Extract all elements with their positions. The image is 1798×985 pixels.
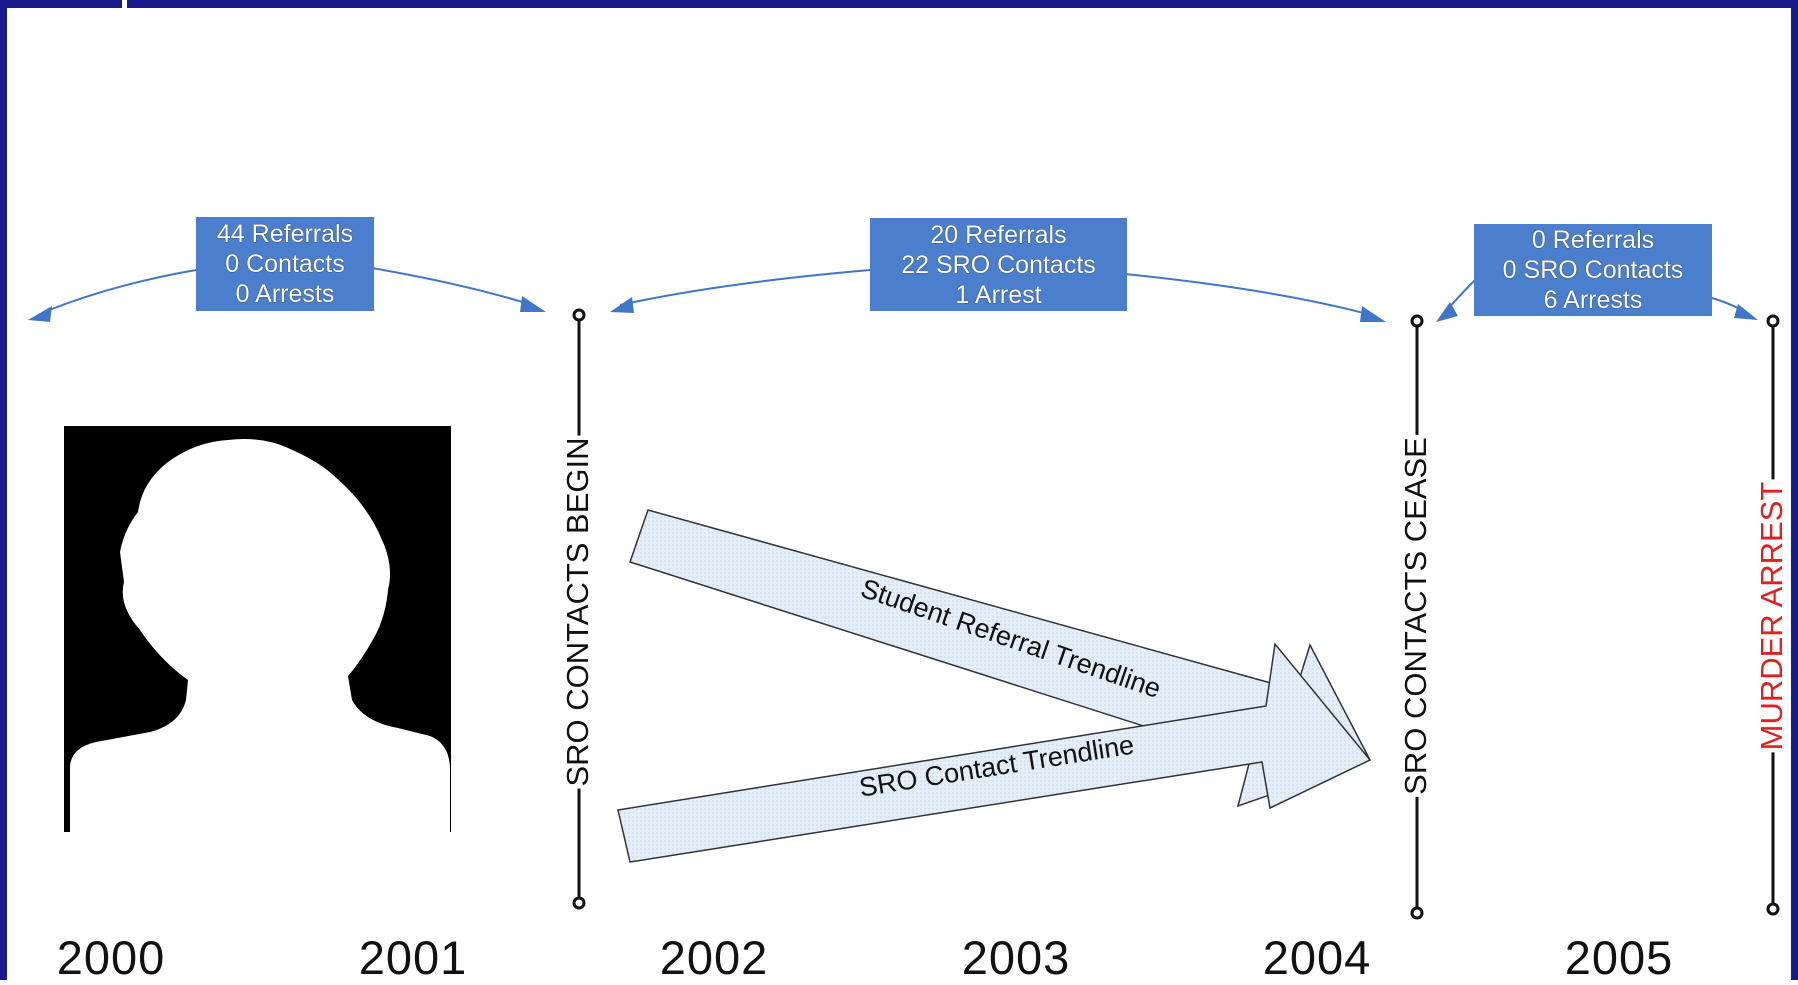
period-referrals: 44 Referrals — [216, 220, 354, 248]
year-label-2001: 2001 — [358, 931, 468, 984]
arrowhead-right-1 — [520, 296, 546, 312]
period-box-2000-2001: 44 Referrals 0 Contacts 0 Arrests — [196, 217, 374, 311]
year-label-2005: 2005 — [1564, 931, 1674, 984]
person-silhouette-icon — [64, 426, 451, 832]
slide-frame-left — [0, 0, 7, 980]
slide-frame-top — [0, 0, 1798, 8]
period-box-2002-2004: 20 Referrals 22 SRO Contacts 1 Arrest — [870, 218, 1127, 311]
period-2-left-curve — [619, 269, 871, 306]
milestone-contacts-begin-label: SRO CONTACTS BEGIN — [560, 435, 596, 789]
year-label-2004: 2004 — [1262, 931, 1372, 984]
period-arrests: 6 Arrests — [1543, 286, 1643, 314]
year-label-2000: 2000 — [56, 931, 166, 984]
period-contacts: 0 SRO Contacts — [1502, 256, 1684, 284]
period-contacts: 22 SRO Contacts — [901, 250, 1096, 279]
milestone-endpoints — [572, 308, 1780, 920]
sro-contact-trendline-arrow — [617, 642, 1372, 863]
milestone-murder-arrest-label: MURDER ARREST — [1754, 479, 1790, 753]
period-2-right-curve — [1124, 273, 1376, 317]
period-arrows — [41, 267, 1749, 317]
period-box-2004-2005: 0 Referrals 0 SRO Contacts 6 Arrests — [1474, 224, 1712, 316]
slide-frame-notch — [122, 0, 127, 14]
period-1-right-curve — [371, 267, 536, 307]
year-label-2002: 2002 — [659, 931, 769, 984]
period-arrests: 1 Arrest — [955, 280, 1042, 309]
arrowhead-right-2 — [1360, 306, 1386, 322]
arrowhead-left-3 — [1436, 302, 1458, 322]
arrowhead-right-3 — [1734, 304, 1758, 320]
period-referrals: 20 Referrals — [930, 220, 1067, 249]
slide-frame-right — [1791, 0, 1798, 980]
period-contacts: 0 Contacts — [225, 250, 345, 278]
period-referrals: 0 Referrals — [1531, 226, 1655, 254]
milestone-contacts-cease-label: SRO CONTACTS CEASE — [1398, 435, 1434, 797]
year-label-2003: 2003 — [961, 931, 1071, 984]
arrowhead-left-1 — [28, 306, 52, 322]
period-1-left-curve — [41, 269, 197, 314]
arrowhead-left-2 — [610, 297, 634, 313]
period-arrests: 0 Arrests — [235, 280, 335, 308]
period-arrowheads — [28, 296, 1758, 322]
